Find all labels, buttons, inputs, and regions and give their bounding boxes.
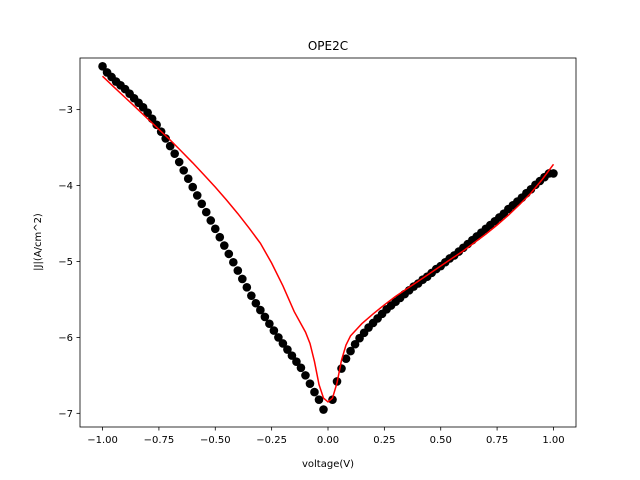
data-point xyxy=(260,312,270,322)
x-tick-label: −0.75 xyxy=(144,435,175,446)
data-point xyxy=(152,120,161,130)
data-point xyxy=(188,182,198,192)
data-point xyxy=(305,379,315,389)
y-tick-label: −7 xyxy=(58,409,73,420)
data-point xyxy=(341,354,351,363)
data-point xyxy=(265,319,274,329)
data-point xyxy=(278,339,288,348)
x-tick-label: −1.00 xyxy=(87,435,118,446)
data-point xyxy=(183,174,193,184)
data-point xyxy=(350,339,360,349)
data-point xyxy=(161,134,170,143)
data-point xyxy=(256,305,265,315)
y-axis: −7 −6 −5 −4 −3 xyxy=(58,105,80,420)
y-tick-label: −6 xyxy=(58,333,73,344)
data-point xyxy=(328,395,337,404)
data-point xyxy=(283,345,292,354)
chart-title: OPE2C xyxy=(308,39,348,53)
y-tick-label: −4 xyxy=(58,181,73,192)
data-point xyxy=(197,199,207,209)
data-point xyxy=(292,357,301,367)
x-axis-label: voltage(V) xyxy=(302,459,354,470)
data-point xyxy=(174,157,184,167)
data-point xyxy=(549,169,558,178)
data-point xyxy=(242,282,252,292)
data-point xyxy=(233,266,243,275)
x-tick-label: 1.00 xyxy=(542,435,564,446)
data-point xyxy=(269,326,279,335)
data-point xyxy=(201,207,211,217)
x-tick-label: 0.25 xyxy=(373,435,395,446)
data-point xyxy=(274,333,283,342)
data-point xyxy=(229,257,238,267)
data-point xyxy=(170,149,179,158)
data-point xyxy=(219,241,229,250)
y-tick-label: −5 xyxy=(58,257,73,268)
fit-line xyxy=(101,75,555,403)
data-point xyxy=(287,351,297,360)
data-point xyxy=(296,363,306,373)
data-point xyxy=(251,298,261,308)
x-tick-label: −0.25 xyxy=(256,435,287,446)
data-point xyxy=(247,291,256,300)
y-tick-label: −3 xyxy=(58,105,73,116)
data-point xyxy=(143,108,152,117)
data-point xyxy=(192,191,202,200)
x-tick-label: 0.50 xyxy=(430,435,452,446)
fit-series xyxy=(101,75,555,403)
data-point xyxy=(215,232,225,242)
data-point xyxy=(224,249,234,259)
data-point xyxy=(165,141,175,151)
data-point xyxy=(238,274,247,284)
x-tick-label: 0.00 xyxy=(317,435,339,446)
x-tick-label: 0.75 xyxy=(486,435,508,446)
data-point xyxy=(314,395,324,404)
data-point xyxy=(310,387,319,397)
data-point xyxy=(319,405,328,414)
x-tick-label: −0.50 xyxy=(200,435,231,446)
data-point xyxy=(98,62,107,71)
data-point xyxy=(206,216,216,225)
y-axis-label: |J|(A/cm^2) xyxy=(33,213,44,271)
data-point xyxy=(210,224,220,234)
data-point xyxy=(301,371,310,380)
x-axis: −1.00 −0.75 −0.50 −0.25 0.00 0.25 0.50 0.75 1.00 xyxy=(87,427,565,446)
data-point xyxy=(346,346,355,356)
data-point xyxy=(179,166,189,175)
